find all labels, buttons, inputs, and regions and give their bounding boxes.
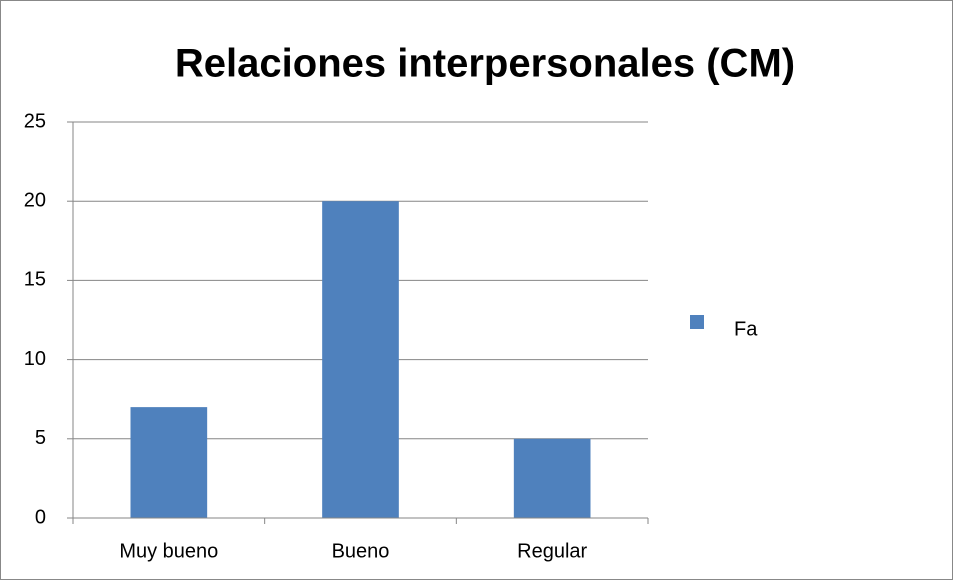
x-tick-label: Bueno <box>332 540 390 562</box>
bar <box>322 201 399 518</box>
y-tick-label: 20 <box>24 189 46 211</box>
y-tick-label: 5 <box>35 427 46 449</box>
x-tick-label: Muy bueno <box>119 540 218 562</box>
x-tick-label: Regular <box>517 540 587 562</box>
y-tick-label: 10 <box>24 348 46 370</box>
legend-label: Fa <box>734 318 758 340</box>
y-tick-label: 25 <box>24 110 46 132</box>
legend-swatch <box>690 315 704 329</box>
y-tick-label: 0 <box>35 506 46 528</box>
y-tick-label: 15 <box>24 269 46 291</box>
bar <box>513 438 591 518</box>
chart-title: Relaciones interpersonales (CM) <box>175 42 795 86</box>
bar <box>130 407 208 518</box>
